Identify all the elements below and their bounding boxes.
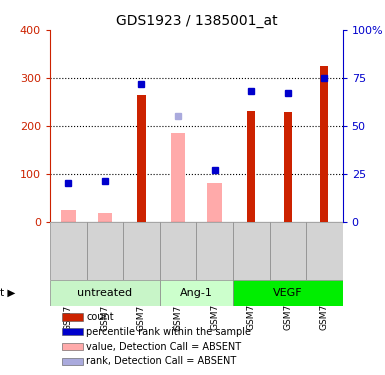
FancyBboxPatch shape	[270, 222, 306, 280]
FancyBboxPatch shape	[160, 280, 233, 306]
FancyBboxPatch shape	[123, 222, 160, 280]
Bar	[62, 358, 83, 365]
Text: untreated: untreated	[77, 288, 132, 298]
Bar	[62, 313, 83, 321]
Bar	[320, 66, 328, 222]
Text: agent ▶: agent ▶	[0, 288, 15, 298]
FancyBboxPatch shape	[50, 222, 87, 280]
Text: count: count	[86, 312, 114, 322]
FancyBboxPatch shape	[50, 280, 160, 306]
Text: percentile rank within the sample: percentile rank within the sample	[86, 327, 251, 337]
Bar	[247, 111, 255, 222]
Text: value, Detection Call = ABSENT: value, Detection Call = ABSENT	[86, 342, 241, 351]
Bar	[137, 95, 146, 222]
Bar	[171, 133, 186, 222]
FancyBboxPatch shape	[233, 280, 343, 306]
FancyBboxPatch shape	[160, 222, 196, 280]
Title: GDS1923 / 1385001_at: GDS1923 / 1385001_at	[116, 13, 277, 28]
Bar	[98, 213, 112, 222]
Text: rank, Detection Call = ABSENT: rank, Detection Call = ABSENT	[86, 356, 236, 366]
Bar	[61, 210, 75, 222]
FancyBboxPatch shape	[233, 222, 270, 280]
Bar	[62, 328, 83, 336]
Bar	[62, 343, 83, 350]
Bar	[207, 183, 222, 222]
FancyBboxPatch shape	[87, 222, 123, 280]
Text: Ang-1: Ang-1	[180, 288, 213, 298]
FancyBboxPatch shape	[196, 222, 233, 280]
FancyBboxPatch shape	[306, 222, 343, 280]
Bar	[284, 112, 292, 222]
Text: VEGF: VEGF	[273, 288, 303, 298]
